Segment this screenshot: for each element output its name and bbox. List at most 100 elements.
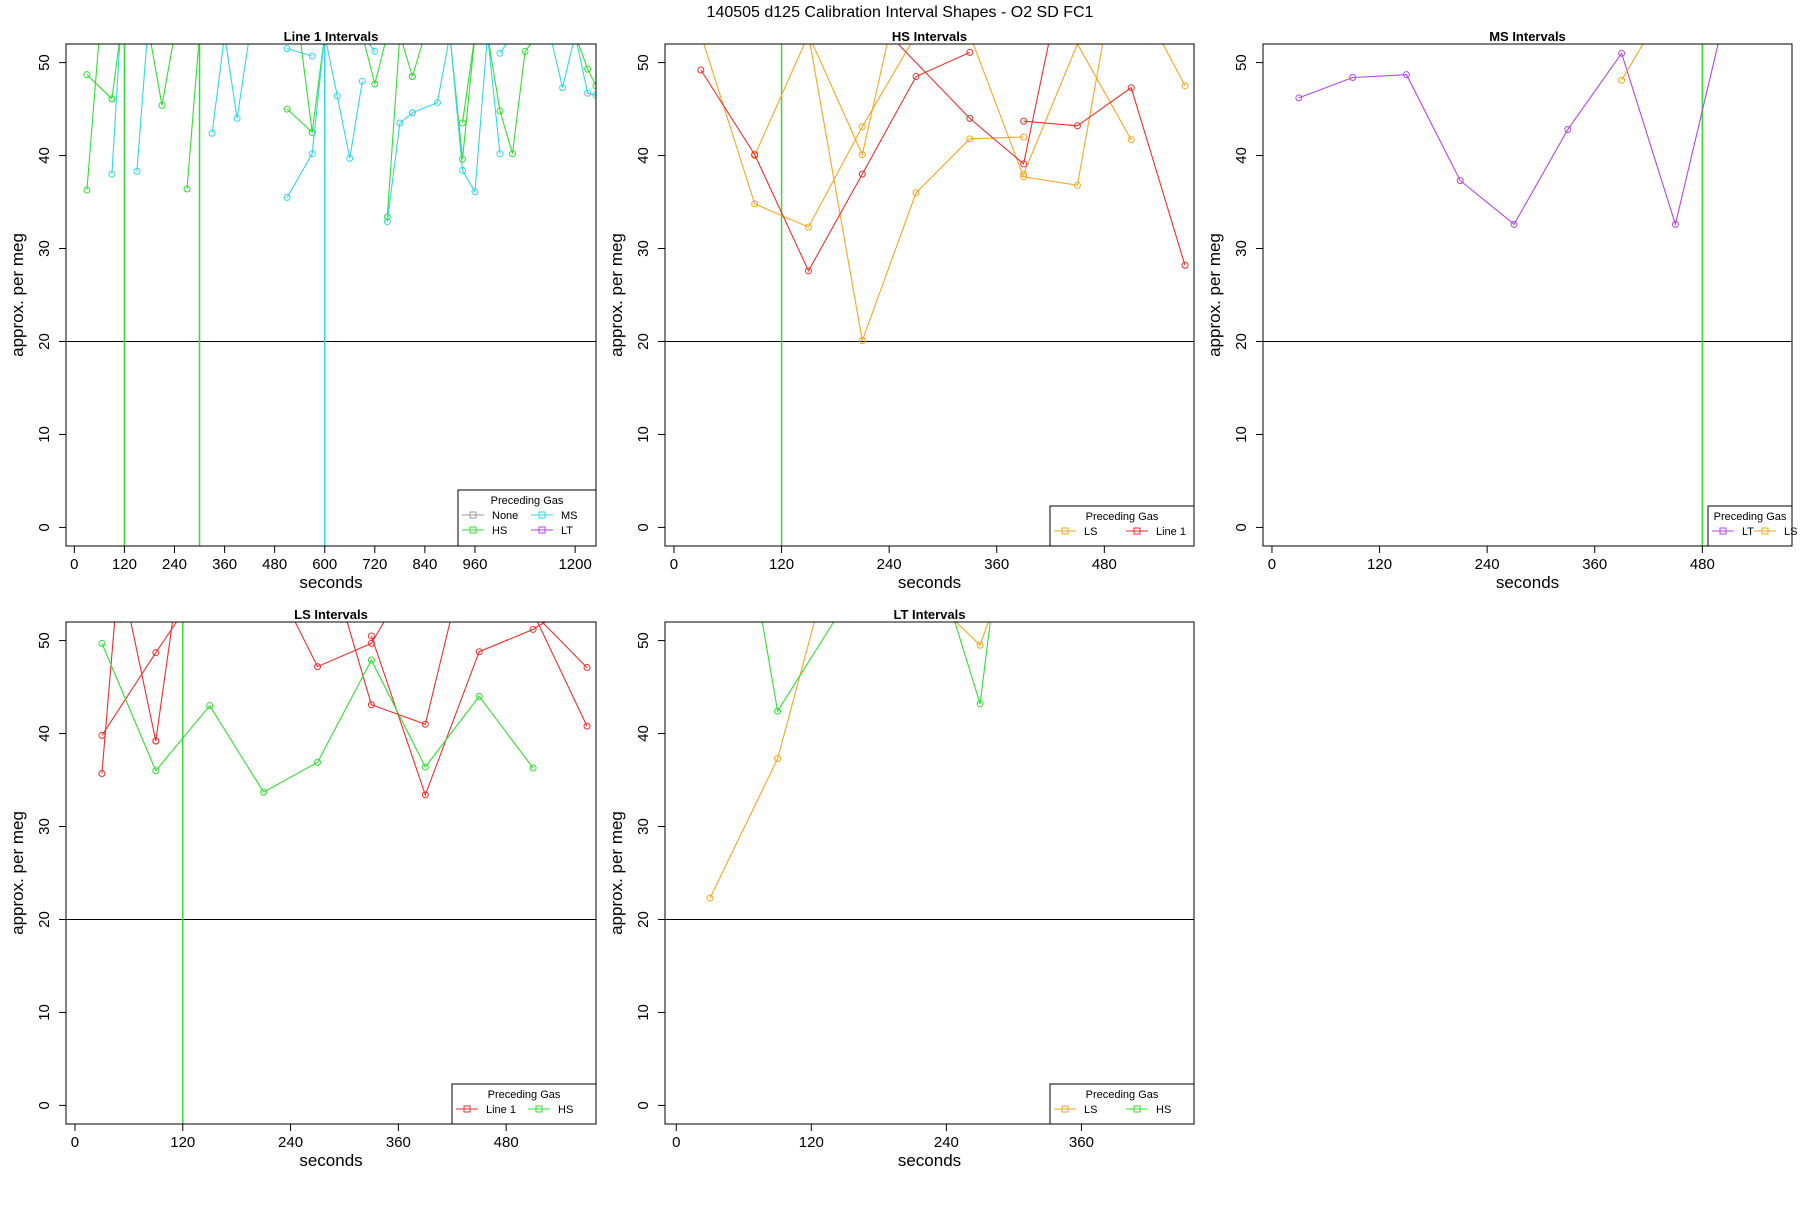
data-point bbox=[774, 707, 782, 715]
legend: Preceding Gas LS HS bbox=[1049, 1083, 1195, 1125]
legend-title: Preceding Gas bbox=[1086, 511, 1159, 523]
series-line bbox=[954, 622, 991, 704]
series-line bbox=[955, 622, 989, 647]
y-axis: 0 10 20 30 40 50 bbox=[36, 632, 66, 1110]
data-point bbox=[475, 692, 483, 700]
data-point bbox=[1618, 76, 1626, 84]
y-tick-label: 10 bbox=[635, 426, 652, 443]
x-axis-label: seconds bbox=[898, 573, 961, 592]
y-tick-label: 30 bbox=[635, 818, 652, 835]
series-ls bbox=[706, 622, 989, 902]
data-point bbox=[1181, 82, 1189, 90]
data-point bbox=[233, 114, 241, 122]
y-axis-label: approx. per meg bbox=[607, 811, 626, 935]
legend-label: LT bbox=[1742, 526, 1754, 538]
legend-label: Line 1 bbox=[1156, 526, 1186, 538]
plot-frame bbox=[664, 621, 1195, 1125]
series-line bbox=[972, 44, 1104, 186]
y-axis-label: approx. per meg bbox=[607, 233, 626, 357]
y-axis: 0 10 20 30 40 50 bbox=[1233, 54, 1263, 532]
panel-5: LT Intervals 0 120 240 360 seconds 0 10 20 30 40 50… bbox=[607, 607, 1195, 1170]
y-tick-label: 40 bbox=[36, 725, 53, 742]
series-line bbox=[536, 622, 588, 727]
data-point bbox=[367, 632, 375, 640]
data-point bbox=[314, 663, 322, 671]
x-tick-label: 480 bbox=[1092, 556, 1117, 573]
series-line bbox=[370, 622, 547, 797]
x-tick-label: 600 bbox=[312, 556, 337, 573]
x-tick-label: 480 bbox=[262, 556, 287, 573]
series-line bbox=[101, 622, 116, 774]
x-axis: 0 120 240 360 480 bbox=[1268, 546, 1715, 573]
data-point bbox=[559, 84, 567, 92]
y-axis: 0 10 20 30 40 50 bbox=[635, 54, 665, 532]
y-tick-label: 50 bbox=[1233, 54, 1250, 71]
data-point bbox=[367, 701, 375, 709]
y-axis-label: approx. per meg bbox=[8, 233, 27, 357]
plot-area bbox=[1263, 44, 1792, 546]
y-axis: 0 10 20 30 40 50 bbox=[635, 632, 665, 1110]
data-point bbox=[152, 767, 160, 775]
plot-area bbox=[66, 44, 596, 546]
legend: Preceding Gas LS Line 1 bbox=[1049, 505, 1195, 547]
legend: Preceding Gas Line 1 HS bbox=[451, 1083, 597, 1125]
y-tick-label: 20 bbox=[36, 911, 53, 928]
data-point bbox=[697, 66, 705, 74]
data-point bbox=[966, 135, 974, 143]
data-point bbox=[584, 65, 592, 73]
data-point bbox=[592, 82, 596, 90]
series-line bbox=[754, 44, 863, 341]
x-axis: 0 120 240 360 bbox=[672, 1124, 1094, 1151]
legend-marker bbox=[538, 511, 546, 519]
legend-title: Preceding Gas bbox=[1086, 1089, 1159, 1101]
legend-title: Preceding Gas bbox=[491, 495, 564, 507]
data-point bbox=[408, 73, 416, 81]
page-title: 140505 d125 Calibration Interval Shapes … bbox=[707, 4, 1094, 21]
series-line bbox=[186, 44, 200, 190]
series-line bbox=[130, 622, 157, 742]
x-tick-label: 360 bbox=[1582, 556, 1607, 573]
legend-marker bbox=[1133, 527, 1141, 535]
series-line bbox=[386, 44, 413, 217]
x-tick-label: 0 bbox=[70, 556, 78, 573]
y-tick-label: 0 bbox=[635, 1101, 652, 1109]
data-point bbox=[1349, 73, 1357, 81]
data-point bbox=[584, 89, 592, 97]
data-point bbox=[1618, 49, 1626, 57]
data-point bbox=[458, 166, 466, 174]
data-point bbox=[333, 92, 341, 100]
data-point bbox=[858, 170, 866, 178]
data-point bbox=[206, 702, 214, 710]
data-point bbox=[1510, 220, 1518, 228]
data-point bbox=[383, 218, 391, 226]
series-line bbox=[111, 44, 120, 99]
data-point bbox=[912, 73, 920, 81]
legend-label: LS bbox=[1784, 526, 1797, 538]
data-point bbox=[976, 641, 984, 649]
plot-frame bbox=[664, 43, 1195, 547]
data-point bbox=[706, 894, 714, 902]
y-tick-label: 20 bbox=[635, 333, 652, 350]
panel-3: MS Intervals 0 120 240 360 480 seconds 0 10 20 30 4… bbox=[1205, 29, 1797, 592]
legend-box bbox=[1049, 1083, 1195, 1125]
x-tick-label: 240 bbox=[934, 1134, 959, 1151]
data-point bbox=[371, 80, 379, 88]
series-line bbox=[541, 622, 588, 668]
data-point bbox=[774, 755, 782, 763]
series-line bbox=[286, 44, 325, 198]
series-hs bbox=[83, 44, 596, 221]
y-tick-label: 10 bbox=[635, 1004, 652, 1021]
y-tick-label: 20 bbox=[635, 911, 652, 928]
x-axis-label: seconds bbox=[299, 1151, 362, 1170]
legend-marker bbox=[1061, 1105, 1069, 1113]
data-point bbox=[471, 188, 479, 196]
legend-label: None bbox=[492, 510, 518, 522]
legend-label: HS bbox=[558, 1104, 573, 1116]
series-line bbox=[461, 44, 475, 124]
data-point bbox=[1020, 133, 1028, 141]
data-point bbox=[371, 47, 379, 55]
series-line bbox=[1023, 44, 1132, 175]
x-tick-label: 0 bbox=[1268, 556, 1276, 573]
data-point bbox=[421, 720, 429, 728]
panel-1: Line 1 Intervals 0 120 240 360 480 600 720 840 96… bbox=[8, 29, 597, 592]
